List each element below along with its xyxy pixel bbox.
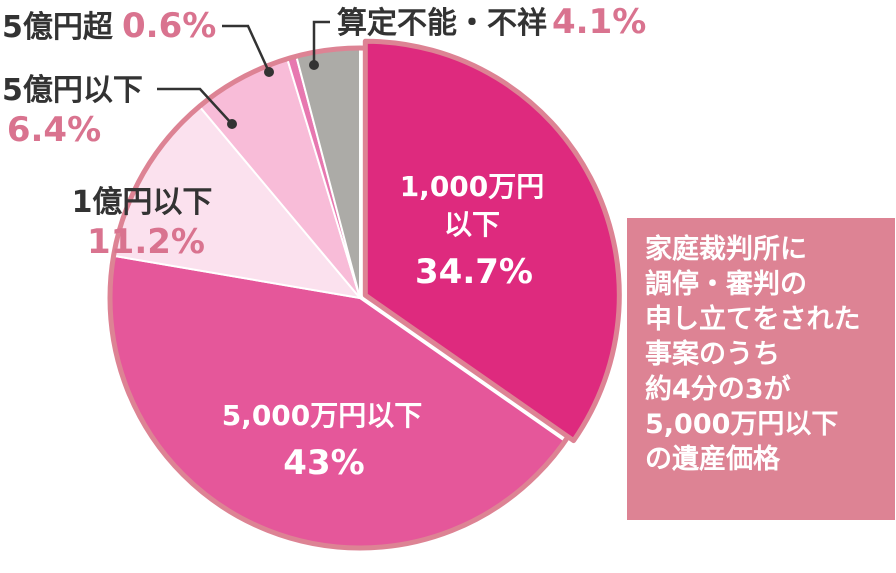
slice-label-1oku: 1億円以下 [72, 185, 213, 220]
leader-line-5oku-cho [222, 24, 271, 73]
callout-line: 家庭裁判所に [645, 234, 807, 265]
callout-line: 約4分の3が [645, 374, 791, 405]
leader-dot-5oku-ika [227, 119, 237, 129]
callout-line: 調停・審判の [645, 269, 807, 300]
slice-value-5000man: 43% [283, 443, 364, 483]
pie-slices [109, 46, 567, 549]
leader-lines [157, 20, 330, 129]
slice-label-santei: 算定不能・不祥 [337, 6, 547, 41]
leader-dot-5oku-cho [264, 67, 274, 77]
leader-line-5oku-ika [157, 87, 233, 125]
callout-line: の遺産価格 [645, 444, 780, 475]
exploded-slice-layer [362, 38, 622, 444]
slice-value-5oku-cho: 0.6% [122, 6, 216, 46]
callout-box: 家庭裁判所に 調停・審判の 申し立てをされた 事案のうち 約4分の3が 5,00… [627, 218, 895, 520]
slice-1000man-ika [362, 38, 622, 444]
slice-label-5000man: 5,000万円以下 [222, 399, 423, 432]
slice-value-santei: 4.1% [552, 2, 646, 42]
callout-line: 5,000万円以下 [645, 409, 839, 440]
slice-label-1000man-line1: 1,000万円 [400, 170, 545, 203]
callout-line: 事案のうち [645, 339, 780, 370]
leader-dot-santei [309, 60, 319, 70]
slice-value-1oku: 11.2% [87, 222, 205, 262]
slice-value-1000man: 34.7% [415, 252, 533, 292]
slice-label-1000man-line2: 以下 [444, 208, 500, 241]
slice-label-5oku-cho: 5億円超 [2, 10, 114, 45]
leader-line-santei [312, 20, 330, 65]
slice-label-5oku-ika: 5億円以下 [2, 73, 143, 108]
callout-line: 申し立てをされた [645, 304, 861, 335]
slice-value-5oku-ika: 6.4% [7, 110, 101, 150]
